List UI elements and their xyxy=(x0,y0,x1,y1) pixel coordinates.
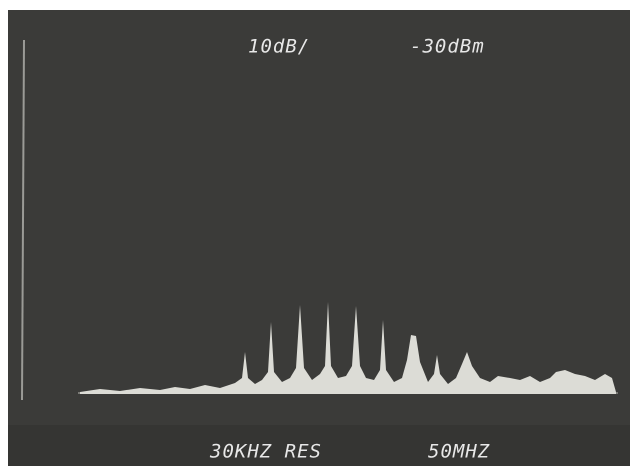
scale-label: 10dB/ xyxy=(248,36,310,58)
analyzer-photo: 10dB/ -30dBm 30KHZ RES 50MHZ xyxy=(0,0,633,466)
resolution-label: 30KHZ RES xyxy=(209,441,322,463)
reference-level-label: -30dBm xyxy=(410,36,485,58)
span-label: 50MHZ xyxy=(428,441,490,463)
screen xyxy=(8,10,630,466)
